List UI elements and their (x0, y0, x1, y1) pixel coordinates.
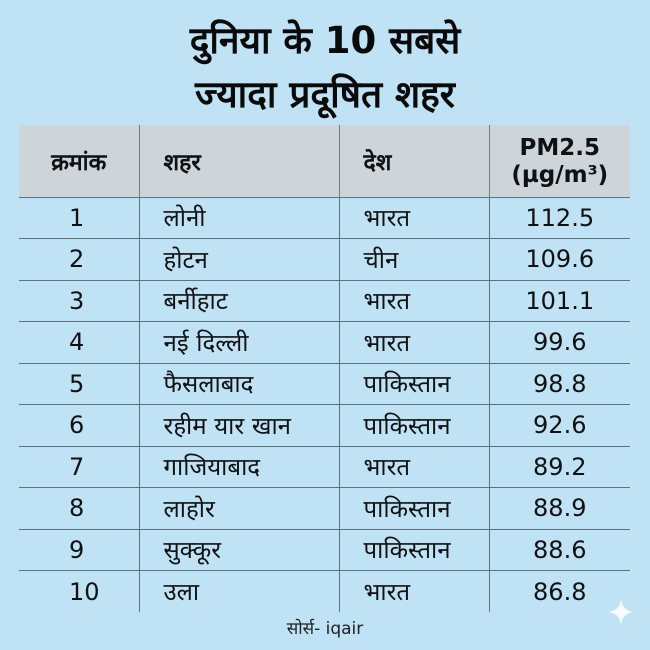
country-cell: भारत (339, 445, 490, 488)
country-cell: पाकिस्तान (339, 404, 490, 446)
city-cell: बर्नीहाट (139, 279, 340, 322)
page-title: दुनिया के 10 सबसे ज्यादा प्रदूषित शहर (0, 14, 650, 122)
table-row: 9 सुक्कूर पाकिस्तान 88.6 (19, 528, 630, 571)
header-city: शहर (139, 125, 340, 197)
rank-cell: 7 (19, 445, 140, 488)
table-row: 7 गाजियाबाद भारत 89.2 (19, 445, 630, 488)
title-line-1: दुनिया के 10 सबसे (189, 19, 461, 62)
header-pm25-line2: (µg/m³) (511, 162, 609, 189)
country-cell: पाकिस्तान (339, 528, 490, 571)
table-header-row: क्रमांक शहर देश PM2.5 (µg/m³) (19, 125, 630, 197)
table-row: 5 फैसलाबाद पाकिस्तान 98.8 (19, 362, 630, 405)
city-cell: नई दिल्ली (139, 321, 340, 363)
rank-cell: 2 (19, 238, 140, 280)
table-row: 3 बर्नीहाट भारत 101.1 (19, 279, 630, 322)
city-cell: फैसलाबाद (139, 362, 340, 405)
city-cell: होटन (139, 238, 340, 280)
rank-cell: 10 (19, 570, 140, 612)
pm25-cell: 109.6 (489, 238, 630, 280)
header-rank: क्रमांक (19, 125, 140, 197)
table-row: 6 रहीम यार खान पाकिस्तान 92.6 (19, 404, 630, 446)
rank-cell: 5 (19, 362, 140, 405)
pm25-cell: 112.5 (489, 196, 630, 239)
country-cell: भारत (339, 570, 490, 612)
table-row: 10 उला भारत 86.8 (19, 570, 630, 612)
sparkle-icon (608, 599, 634, 625)
table-row: 2 होटन चीन 109.6 (19, 238, 630, 280)
pm25-cell: 88.6 (489, 528, 630, 571)
city-cell: गाजियाबाद (139, 445, 340, 488)
country-cell: पाकिस्तान (339, 362, 490, 405)
city-cell: लाहोर (139, 487, 340, 529)
city-cell: रहीम यार खान (139, 404, 340, 446)
country-cell: भारत (339, 279, 490, 322)
header-pm25-line1: PM2.5 (519, 135, 601, 162)
country-cell: भारत (339, 196, 490, 239)
country-cell: भारत (339, 321, 490, 363)
country-cell: पाकिस्तान (339, 487, 490, 529)
city-cell: लोनी (139, 196, 340, 239)
source-note: सोर्स- iqair (286, 619, 364, 639)
pm25-cell: 86.8 (489, 570, 630, 612)
pm25-cell: 98.8 (489, 362, 630, 405)
table-row: 8 लाहोर पाकिस्तान 88.9 (19, 487, 630, 529)
rank-cell: 1 (19, 196, 140, 239)
pm25-cell: 101.1 (489, 279, 630, 322)
table-row: 1 लोनी भारत 112.5 (19, 196, 630, 239)
title-line-2: ज्यादा प्रदूषित शहर (195, 73, 455, 116)
pm25-cell: 88.9 (489, 487, 630, 529)
rank-cell: 8 (19, 487, 140, 529)
rank-cell: 3 (19, 279, 140, 322)
country-cell: चीन (339, 238, 490, 280)
rank-cell: 6 (19, 404, 140, 446)
pm25-cell: 99.6 (489, 321, 630, 363)
rank-cell: 9 (19, 528, 140, 571)
table-row: 4 नई दिल्ली भारत 99.6 (19, 321, 630, 363)
pollution-table: क्रमांक शहर देश PM2.5 (µg/m³) 1 लोनी भारत 1… (19, 125, 630, 612)
pm25-cell: 92.6 (489, 404, 630, 446)
city-cell: सुक्कूर (139, 528, 340, 571)
pm25-cell: 89.2 (489, 445, 630, 488)
table-body: 1 लोनी भारत 112.5 2 होटन चीन 109.6 3 बर्नीहाट भारत… (19, 196, 630, 612)
header-country: देश (339, 125, 490, 197)
header-pm25: PM2.5 (µg/m³) (489, 125, 630, 197)
rank-cell: 4 (19, 321, 140, 363)
city-cell: उला (139, 570, 340, 612)
